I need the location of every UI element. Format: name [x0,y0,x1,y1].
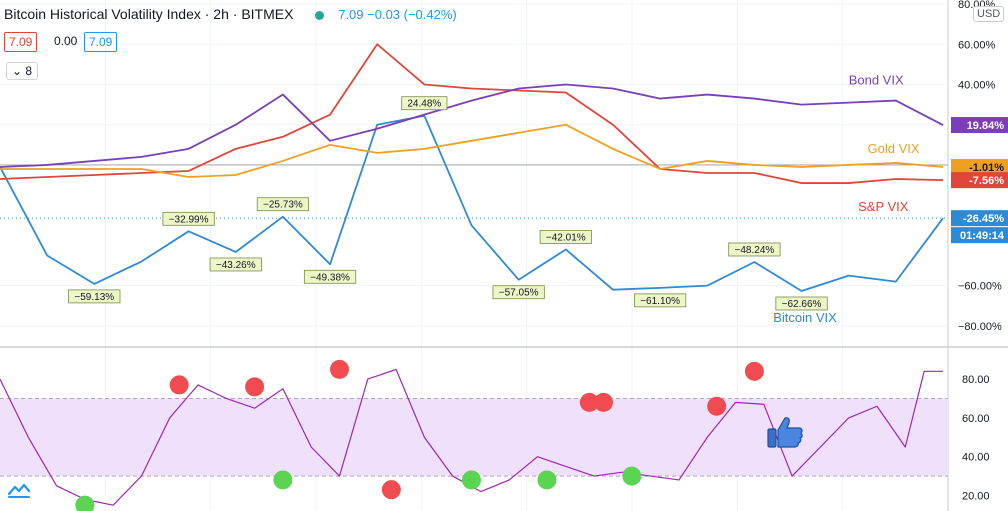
countdown-tag-text: 01:49:14 [960,230,1005,242]
data-label-text: −42.01% [546,232,586,243]
last-box: 7.09 [84,32,118,52]
last-value-tag-bg [951,158,1008,175]
last-value-tag-bg [951,117,1008,134]
last-value-tag-text: -7.56% [969,175,1004,187]
data-label: −57.05% [492,285,545,300]
thumbs-up-icon [766,414,804,455]
last-value-tag-text: 19.84% [967,120,1005,132]
symbol-title[interactable]: Bitcoin Historical Volatility Index · 2h… [4,6,294,22]
data-label-text: −57.05% [499,288,539,299]
data-label-text: −25.73% [263,200,303,211]
data-label-box [256,197,310,212]
rsi-marker-peak [381,480,401,500]
data-label-text: −48.24% [735,245,775,256]
rsi-marker-peak [707,396,727,416]
rsi-marker-peak [245,377,265,397]
data-label-text: −43.26% [216,260,256,271]
data-label-box [539,230,592,244]
data-label-box [303,269,357,284]
series-line-btc [0,114,944,292]
data-label-box [634,293,687,308]
rsi-marker-peak [169,375,189,395]
tradingview-logo-icon[interactable] [6,478,32,500]
rsi-band-fill [0,398,948,477]
data-label: −32.99% [162,211,215,226]
last-value-tag: -1.01% [951,158,1008,175]
series-line-gold [0,123,944,178]
indicators-toggle[interactable]: ⌄ 8 [6,62,39,80]
series-lines [0,43,944,506]
price-axis: 80.00%60.00%40.00%20.00%−60.00%−80.00%80… [951,0,1008,502]
rsi-marker-peak [594,392,614,412]
data-label-box [728,242,781,257]
last-value-tag-text: -1.01% [969,162,1004,174]
data-label: −43.26% [209,257,262,272]
data-label-text: −32.99% [169,214,209,225]
data-label-box [209,257,262,272]
rsi-marker-trough [537,470,557,490]
last-value-tag: 19.84% [951,117,1008,134]
data-label: −48.24% [728,242,781,257]
rsi-marker-trough [273,470,293,490]
series-label-btc: Bitcoin VIX [773,310,837,325]
data-label: −61.10% [634,293,687,308]
y-tick-label: −80.00% [958,321,1002,333]
rsi-marker-trough [622,466,642,486]
data-label: −62.66% [775,296,828,311]
chart-marks: −59.13% −32.99% −43.26% −25.73% −49.38% 24.48… [68,72,920,511]
open-box: 7.09 [4,32,38,52]
series-line-sp [0,43,944,184]
rsi-band [0,397,948,477]
data-label-box [68,289,121,304]
data-label-box [775,296,828,311]
data-label-box [401,96,448,111]
data-label: −42.01% [539,230,592,244]
rsi-marker-peak [329,359,349,379]
chevron-down-icon: ⌄ [12,64,23,78]
series-line-bond [0,83,944,168]
data-label-text: −62.66% [782,299,822,310]
countdown-tag-bg [951,227,1008,244]
rsi-marker-peak [744,361,764,381]
data-label-text: 24.48% [407,99,441,110]
y-tick-label: 80.00% [958,0,996,11]
data-label-box [492,285,545,300]
last-value-tag: -7.56% [951,172,1008,189]
last-value-tag-text: -26.45% [963,213,1004,225]
data-label: 24.48% [401,96,448,111]
series-label-sp: S&P VIX [858,199,909,214]
rsi-tick-label: 20.00 [962,490,990,502]
chart-header: Bitcoin Historical Volatility Index · 2h… [4,6,457,22]
data-label-text: −61.10% [640,296,680,307]
y-tick-label: 40.00% [958,79,996,91]
header-value: 7.09 −0.03 (−0.42%) [338,7,457,22]
rsi-marker-trough [462,470,481,490]
data-label: −25.73% [256,197,310,212]
rsi-tick-label: 40.00 [962,452,990,464]
zero-box: 0.00 [54,34,78,48]
rsi-tick-label: 80.00 [962,374,990,386]
last-value-tag-bg [951,210,1008,227]
y-tick-label: −60.00% [958,281,1002,293]
last-value-tag-bg [951,172,1008,189]
series-label-bond: Bond VIX [849,72,904,87]
data-label-text: −59.13% [74,292,114,303]
data-label: −59.13% [68,289,121,304]
rsi-marker-trough [75,495,95,511]
rsi-marker-peak [579,392,599,412]
series-label-gold: Gold VIX [868,141,920,156]
currency-button[interactable]: USD [973,6,1005,22]
data-label-box [162,211,215,226]
data-label: −49.38% [303,269,357,284]
rsi-tick-label: 60.00 [962,413,990,425]
last-value-tag: -26.45% [951,210,1008,227]
indicator-count: 8 [25,64,33,78]
market-status-dot [315,10,325,20]
y-tick-label: 60.00% [958,39,996,51]
data-label-text: −49.38% [310,272,350,283]
series-line-rsi [0,368,943,506]
